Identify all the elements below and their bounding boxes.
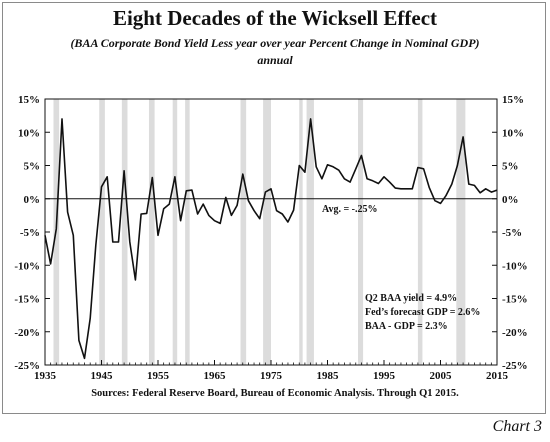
- chart-subtitle: (BAA Corporate Bond Yield Less year over…: [70, 36, 480, 50]
- annotation-baa-yield: Q2 BAA yield = 4.9%: [365, 293, 457, 304]
- y-tick-label-left: -15%: [14, 294, 40, 306]
- x-tick-label: 1945: [91, 370, 114, 382]
- x-tick-label: 1995: [373, 370, 396, 382]
- annotation-gdp-forecast: Fed’s forecast GDP = 2.6%: [365, 307, 480, 318]
- series-line: [44, 118, 498, 360]
- y-tick-label-right: -15%: [502, 294, 528, 306]
- y-tick-label-right: -25%: [502, 360, 528, 372]
- recession-band: [99, 99, 105, 365]
- y-tick-label-right: 10%: [502, 127, 524, 139]
- y-tick-label-left: -5%: [20, 227, 40, 239]
- x-tick-label: 1935: [34, 370, 57, 382]
- y-tick-label-right: -5%: [502, 227, 522, 239]
- y-tick-label-left: -25%: [14, 360, 40, 372]
- source-note: Sources: Federal Reserve Board, Bureau o…: [91, 388, 459, 399]
- x-tick-label: 1975: [260, 370, 283, 382]
- recession-band: [358, 99, 364, 365]
- recession-band: [121, 99, 128, 365]
- y-tick-label-left: -10%: [14, 260, 40, 272]
- y-tick-label-left: 10%: [18, 127, 40, 139]
- recession-bands: [53, 99, 466, 365]
- annotation-baa-gdp: BAA - GDP = 2.3%: [365, 321, 448, 332]
- recession-band: [306, 99, 314, 365]
- recession-band: [172, 99, 178, 365]
- y-tick-label-right: -10%: [502, 260, 528, 272]
- y-tick-label-right: 0%: [502, 194, 519, 206]
- recession-band: [185, 99, 190, 365]
- x-tick-label: 1955: [147, 370, 170, 382]
- y-tick-label-left: 5%: [24, 161, 41, 173]
- x-tick-label: 2005: [430, 370, 453, 382]
- y-tick-label-right: 15%: [502, 94, 524, 106]
- recession-band: [263, 99, 271, 365]
- y-tick-label-left: 0%: [24, 194, 41, 206]
- axis-ticks: [44, 98, 498, 366]
- y-axis-left-labels: 15% 10% 5% 0% -5% -10% -15% -20% -25%: [14, 94, 40, 372]
- y-tick-label-left: 15%: [18, 94, 40, 106]
- x-tick-label: 2015: [486, 370, 509, 382]
- average-annotation: Avg. = -.25%: [322, 204, 378, 215]
- chart-subtitle-frequency: annual: [257, 53, 293, 67]
- recession-band: [148, 99, 155, 365]
- x-tick-label: 1965: [204, 370, 227, 382]
- y-tick-label-left: -20%: [14, 327, 40, 339]
- y-axis-right-labels: 15% 10% 5% 0% -5% -10% -15% -20% -25%: [502, 94, 528, 372]
- chart-title: Eight Decades of the Wicksell Effect: [112, 6, 438, 30]
- y-tick-label-right: -20%: [502, 327, 528, 339]
- x-tick-label: 1985: [317, 370, 340, 382]
- chart-frame: [2, 2, 546, 414]
- x-axis-labels: 1935 1945 1955 1965 1975 1985 1995 2005 2015: [34, 370, 509, 382]
- chart-number-label: Chart 3: [492, 418, 542, 435]
- recession-band: [456, 99, 466, 365]
- y-tick-label-right: 5%: [502, 161, 519, 173]
- recession-band: [417, 99, 423, 365]
- recession-band: [299, 99, 303, 365]
- recession-band: [240, 99, 247, 365]
